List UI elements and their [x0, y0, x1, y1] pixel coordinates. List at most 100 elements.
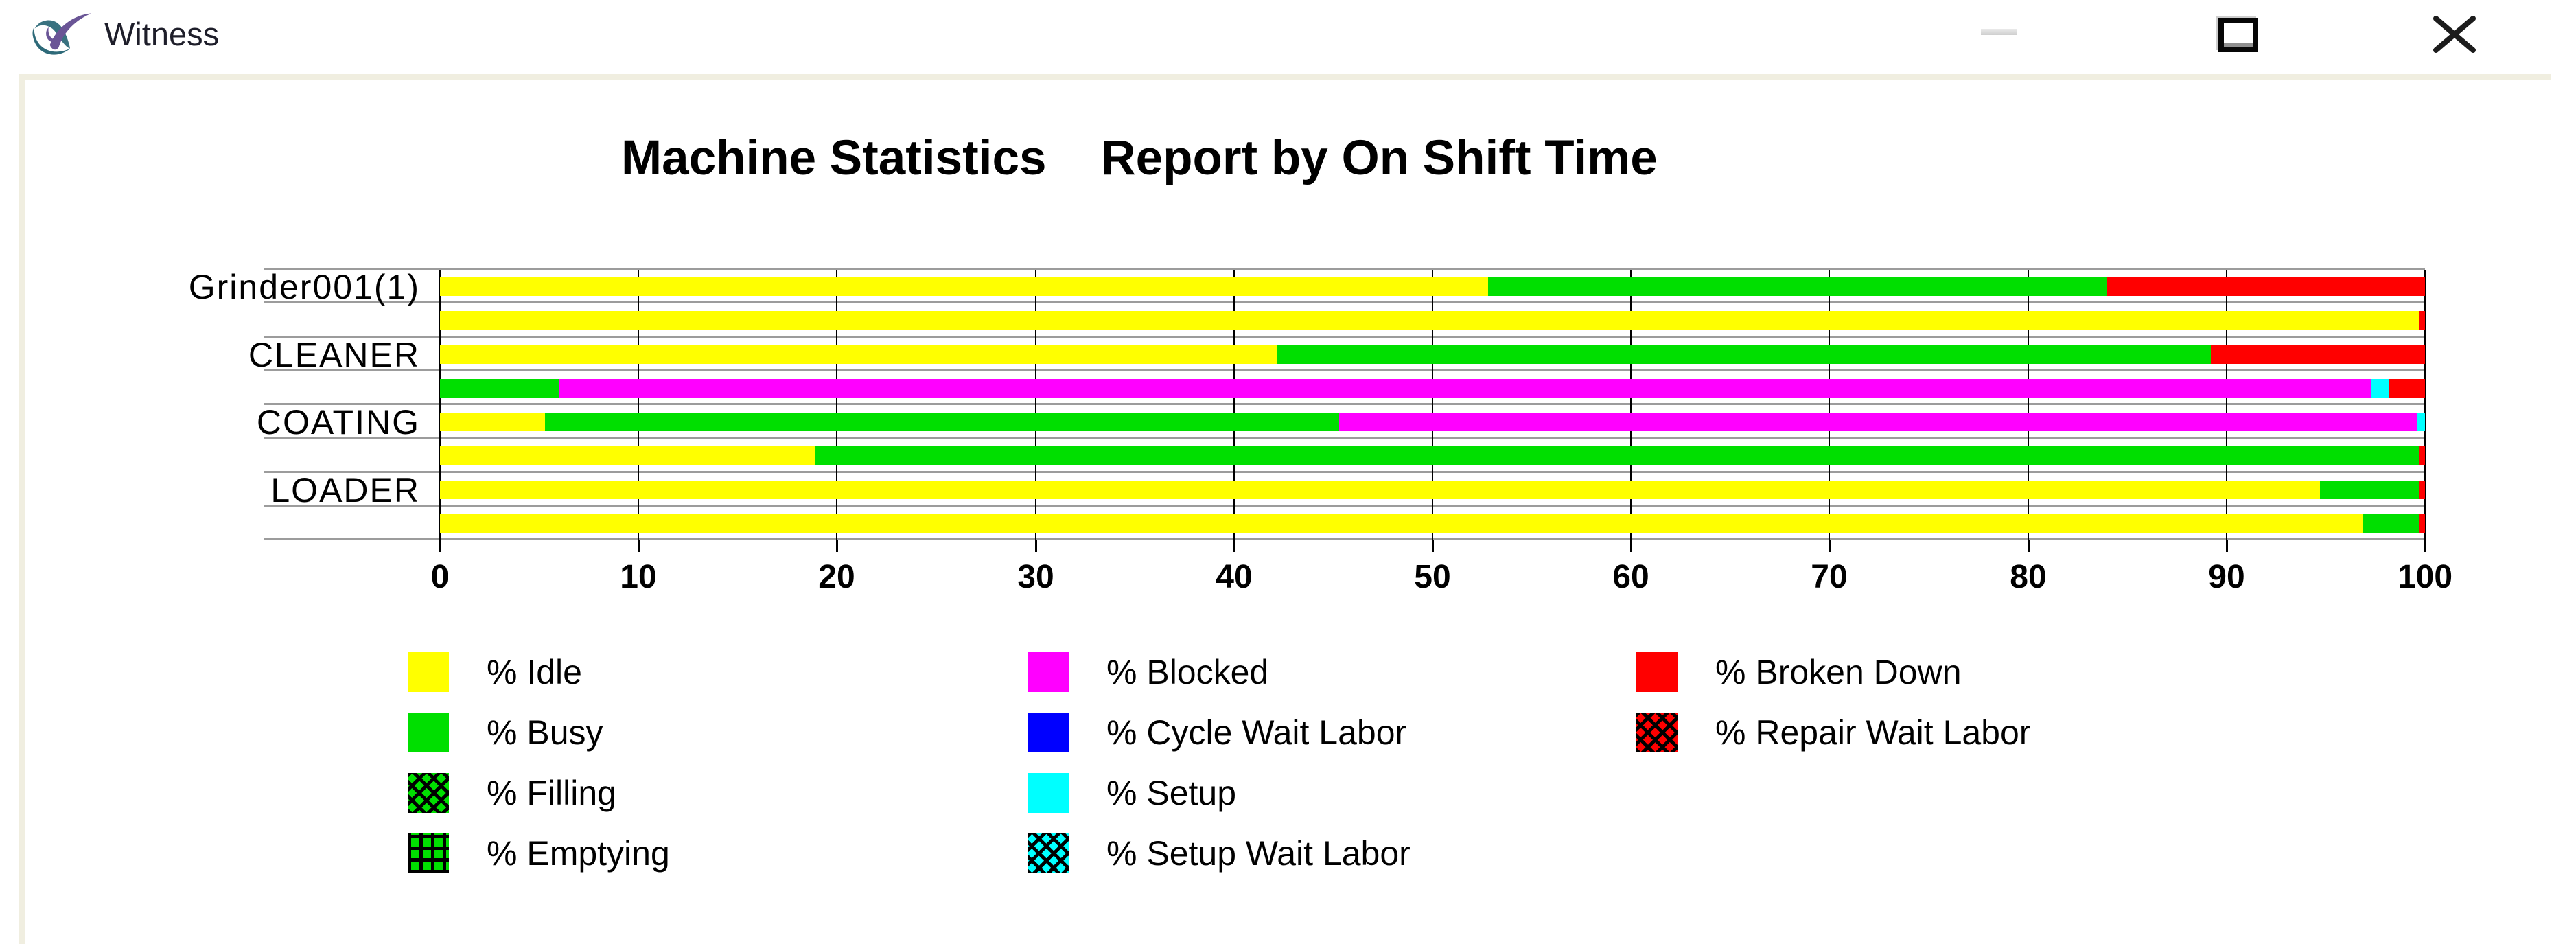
logo-purple-hook — [46, 27, 60, 43]
bar-segment-blocked — [1339, 413, 2417, 431]
legend-label-blocked: % Blocked — [1106, 653, 1269, 691]
x-tick-mark — [1035, 540, 1037, 552]
window-titlebar[interactable]: Witness — [0, 0, 2576, 74]
bar-segment-idle — [440, 413, 546, 431]
x-tick-label: 90 — [2208, 559, 2245, 595]
x-tick-label: 10 — [620, 559, 657, 595]
x-tick-label: 100 — [2397, 559, 2453, 595]
x-tick-mark — [2424, 540, 2426, 552]
x-gridline — [1035, 270, 1036, 540]
close-icon — [2433, 16, 2476, 53]
x-tick-mark — [1432, 540, 1434, 552]
minimize-button[interactable] — [1981, 29, 2017, 35]
bar-segment-broken_down — [2210, 345, 2425, 364]
row-separator-line — [264, 301, 2425, 306]
machine-label: Grinder001(1) — [188, 268, 420, 306]
legend-swatch-setup_wait_labor — [1028, 833, 1069, 873]
bar-segment-broken_down — [2389, 379, 2425, 398]
x-gridline — [2424, 270, 2426, 540]
bar-row — [440, 481, 2425, 499]
row-separator-line — [264, 471, 2425, 475]
report-frame-left — [19, 74, 25, 944]
logo-purple-swoosh — [49, 13, 92, 50]
plot-area: 0 10 20 30 40 50 60 70 80 90 100 Grinder001(1) CLEAN… — [189, 268, 2452, 595]
legend-swatch-busy — [408, 713, 449, 752]
x-tick-mark — [2028, 540, 2030, 552]
bar-segment-idle — [440, 311, 2420, 330]
bar-segment-setup — [2417, 413, 2425, 431]
row-separator-line — [264, 505, 2425, 509]
bar-segment-broken_down — [2107, 277, 2425, 296]
row-separator-line — [264, 268, 2425, 272]
report-frame-top — [19, 74, 2551, 80]
row-separator-line — [264, 403, 2425, 407]
legend-label-filling: % Filling — [487, 774, 616, 812]
legend-label-cycle_wait_labor: % Cycle Wait Labor — [1106, 713, 1407, 752]
row-separator-line — [264, 437, 2425, 441]
bar-segment-busy — [2363, 514, 2420, 533]
bar-segment-broken_down — [2419, 481, 2425, 499]
x-gridline — [1829, 270, 1830, 540]
logo-teal-swoosh — [32, 27, 71, 55]
x-gridline — [2028, 270, 2029, 540]
x-gridline — [2226, 270, 2227, 540]
x-tick-label: 60 — [1612, 559, 1649, 595]
chart-title: Machine Statistics Report by On Shift Ti… — [621, 131, 1658, 185]
maximize-button[interactable] — [2218, 18, 2258, 52]
legend-swatch-cycle_wait_labor — [1028, 713, 1069, 752]
legend-label-emptying: % Emptying — [487, 834, 670, 873]
x-tick-label: 80 — [2010, 559, 2047, 595]
row-separator-line — [264, 538, 2425, 542]
bar-row — [440, 277, 2425, 296]
x-tick-mark — [638, 540, 640, 552]
x-tick-label: 30 — [1017, 559, 1054, 595]
machine-label: CLEANER — [248, 336, 420, 374]
bar-row — [440, 514, 2425, 533]
x-tick-mark — [1630, 540, 1632, 552]
row-separator-line — [264, 369, 2425, 373]
bar-row — [440, 413, 2425, 431]
x-tick-mark — [1233, 540, 1235, 552]
bar-segment-busy — [440, 379, 559, 398]
legend-swatch-broken_down — [1636, 652, 1678, 692]
bar-segment-setup — [2371, 379, 2389, 398]
bar-segment-busy — [545, 413, 1340, 431]
bar-segment-idle — [440, 446, 815, 465]
bar-row — [440, 446, 2425, 465]
bar-segment-busy — [1487, 277, 2108, 296]
bar-row — [440, 379, 2425, 398]
machine-label: COATING — [256, 403, 420, 441]
logo-teal-hook — [34, 20, 71, 49]
x-gridline — [638, 270, 639, 540]
legend-label-repair_wait_labor: % Repair Wait Labor — [1715, 713, 2031, 752]
bar-segment-broken_down — [2419, 514, 2425, 533]
legend-label-broken_down: % Broken Down — [1715, 653, 1962, 691]
x-tick-mark — [1829, 540, 1831, 552]
x-gridline — [1233, 270, 1235, 540]
app-title: Witness — [104, 16, 220, 52]
bar-row — [440, 345, 2425, 364]
bar-segment-busy — [815, 446, 2420, 465]
bar-segment-busy — [1277, 345, 2211, 364]
x-tick-mark — [439, 540, 441, 552]
bar-segment-broken_down — [2419, 446, 2425, 465]
bar-segment-idle — [440, 277, 1488, 296]
close-button[interactable] — [2432, 15, 2477, 54]
x-gridline — [836, 270, 837, 540]
legend-swatch-blocked — [1028, 652, 1069, 692]
x-gridline — [1630, 270, 1632, 540]
bar-segment-busy — [2319, 481, 2420, 499]
y-axis-line — [439, 270, 441, 540]
x-tick-label: 20 — [818, 559, 855, 595]
x-tick-label: 50 — [1414, 559, 1451, 595]
x-tick-label: 70 — [1811, 559, 1848, 595]
x-gridline — [1432, 270, 1433, 540]
bar-segment-idle — [440, 481, 2320, 499]
row-separator-line — [264, 336, 2425, 340]
legend-swatch-filling — [408, 773, 449, 813]
x-tick-label: 40 — [1216, 559, 1253, 595]
legend-label-setup: % Setup — [1106, 774, 1237, 812]
legend-label-setup_wait_labor: % Setup Wait Labor — [1106, 834, 1411, 873]
bar-row — [440, 311, 2425, 330]
legend-swatch-setup — [1028, 773, 1069, 813]
